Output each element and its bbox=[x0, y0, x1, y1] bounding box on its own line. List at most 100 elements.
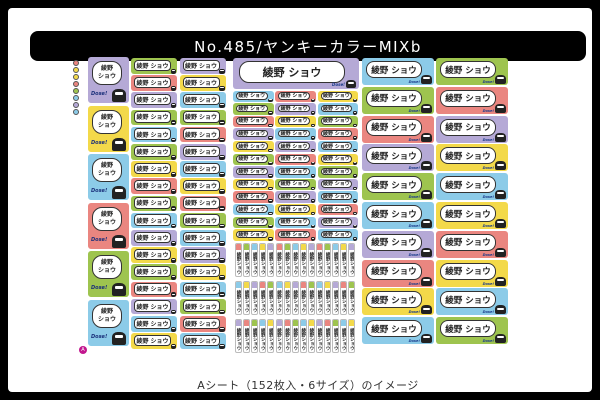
color-cap bbox=[308, 244, 314, 250]
name-label-small: 綾野 ショウ bbox=[275, 203, 316, 216]
name-label-vertical: 綾野ショウ bbox=[340, 281, 348, 315]
vertical-name-text: 綾野ショウ bbox=[308, 252, 314, 275]
character-icon bbox=[353, 123, 358, 128]
name-bubble: 綾野 ショウ bbox=[92, 255, 122, 279]
name-bubble: 綾野 ショウ bbox=[320, 117, 353, 125]
name-label-small: 綾野 ショウ bbox=[179, 58, 226, 74]
vertical-name-text: 綾野ショウ bbox=[349, 328, 355, 351]
name-bubble: 綾野 ショウ bbox=[440, 61, 496, 78]
vertical-name-text: 綾野ショウ bbox=[325, 252, 331, 275]
deco-text: Dose! bbox=[482, 80, 494, 84]
character-icon bbox=[353, 199, 358, 203]
deco-text: Dose! bbox=[91, 333, 108, 340]
character-icon bbox=[495, 190, 506, 200]
name-bubble: 綾野 ショウ bbox=[236, 205, 268, 213]
name-label-small: 綾野 ショウ bbox=[275, 103, 316, 115]
character-icon bbox=[170, 154, 176, 160]
character-icon bbox=[268, 199, 273, 203]
character-icon bbox=[112, 234, 126, 248]
name-label-small: 綾野 ショウ bbox=[317, 166, 359, 178]
name-bubble: 綾野 ショウ bbox=[440, 262, 496, 280]
name-bubble: 綾野 ショウ bbox=[134, 111, 171, 123]
name-line-2: ショウ bbox=[97, 315, 116, 323]
name-label-small: 綾野 ショウ bbox=[233, 229, 274, 241]
character-icon bbox=[268, 237, 273, 241]
character-icon bbox=[310, 237, 315, 241]
name-label-vertical: 綾野ショウ bbox=[251, 281, 259, 315]
vertical-name-text: 綾野ショウ bbox=[244, 328, 250, 351]
name-bubble: 綾野 ショウ bbox=[278, 129, 310, 138]
name-label-vertical: 綾野ショウ bbox=[243, 243, 251, 277]
name-bubble: 綾野 ショウ bbox=[440, 233, 496, 251]
name-bubble: 綾野 ショウ bbox=[278, 167, 310, 176]
vertical-name-text: 綾野ショウ bbox=[325, 290, 331, 313]
name-label-small: 綾野 ショウ bbox=[179, 298, 226, 315]
vertical-name-text: 綾野ショウ bbox=[260, 290, 266, 313]
name-bubble: 綾野 ショウ bbox=[278, 230, 310, 239]
name-bubble: 綾野 ショウ bbox=[320, 142, 353, 150]
deco-text: Dose! bbox=[91, 285, 108, 291]
vertical-name-text: 綾野ショウ bbox=[236, 290, 241, 313]
character-icon bbox=[268, 123, 273, 128]
character-icon bbox=[310, 136, 315, 140]
name-bubble: 綾野 ショウ bbox=[134, 93, 171, 106]
name-label-vertical: 綾野ショウ bbox=[291, 319, 299, 353]
character-icon bbox=[112, 89, 126, 102]
color-cap bbox=[300, 282, 306, 288]
vertical-name-text: 綾野ショウ bbox=[284, 290, 290, 313]
character-icon bbox=[421, 75, 432, 84]
name-label-vertical: 綾野ショウ bbox=[316, 281, 323, 315]
name-label-small: 綾野 ショウ bbox=[179, 264, 226, 280]
name-label-vertical: 綾野ショウ bbox=[275, 319, 283, 353]
name-label-small: 綾野 ショウ bbox=[317, 128, 359, 140]
name-label-vertical: 綾野ショウ bbox=[275, 281, 283, 315]
character-icon bbox=[219, 344, 225, 349]
character-icon bbox=[170, 68, 176, 74]
name-bubble: 綾野 ショウ bbox=[278, 142, 310, 150]
character-icon bbox=[353, 224, 358, 228]
character-icon bbox=[219, 240, 225, 246]
color-cap bbox=[341, 244, 347, 250]
color-cap bbox=[317, 244, 322, 250]
character-icon bbox=[219, 223, 225, 229]
name-bubble: 綾野 ショウ bbox=[182, 59, 220, 71]
character-icon bbox=[219, 103, 225, 108]
name-label-vertical: 綾野ショウ bbox=[307, 281, 315, 315]
character-icon bbox=[170, 326, 176, 332]
name-bubble: 綾野 ショウ bbox=[134, 265, 171, 278]
name-bubble: 綾野 ショウ bbox=[236, 230, 268, 239]
vertical-name-text: 綾野ショウ bbox=[284, 328, 290, 351]
name-bubble: 綾野 ショウ bbox=[366, 147, 422, 165]
character-icon bbox=[310, 199, 315, 203]
name-label-medium: 綾野 ショウ Dose! bbox=[436, 173, 508, 201]
vertical-name-text: 綾野ショウ bbox=[325, 328, 331, 351]
character-icon bbox=[268, 174, 273, 178]
deco-text: Dose! bbox=[482, 195, 494, 200]
name-label-small: 綾野 ショウ bbox=[131, 75, 177, 91]
vertical-name-text: 綾野ショウ bbox=[292, 328, 298, 351]
vertical-name-text: 綾野ショウ bbox=[308, 328, 314, 351]
character-icon bbox=[219, 120, 225, 126]
name-bubble: 綾野 ショウ bbox=[92, 206, 122, 231]
color-dot-icon bbox=[73, 109, 79, 115]
name-label-small: 綾野 ショウ bbox=[275, 153, 316, 165]
deco-text: Dose! bbox=[91, 139, 108, 146]
name-bubble: 綾野 ショウ bbox=[182, 128, 220, 140]
name-label-vertical: 綾野ショウ bbox=[267, 319, 275, 353]
name-bubble: 綾野 ショウ bbox=[182, 265, 220, 278]
name-label-small: 綾野 ショウ bbox=[233, 216, 274, 228]
character-icon bbox=[112, 137, 126, 151]
name-line-2: ショウ bbox=[97, 73, 116, 80]
color-dot-icon bbox=[73, 88, 79, 94]
name-bubble: 綾野 ショウ bbox=[320, 230, 353, 239]
name-label-medium: 綾野 ショウ Dose! bbox=[362, 144, 434, 172]
name-label-small: 綾野 ショウ bbox=[131, 333, 177, 349]
color-cap bbox=[252, 282, 258, 288]
name-label-small: 綾野 ショウ bbox=[179, 75, 226, 91]
name-label-medium: 綾野 ショウ Dose! bbox=[362, 259, 434, 287]
name-bubble: 綾野 ショウ bbox=[366, 61, 422, 78]
deco-text: Dose! bbox=[332, 82, 345, 87]
character-icon bbox=[353, 148, 358, 153]
name-label-medium: 綾野 ショウ Dose! bbox=[436, 144, 508, 172]
name-label-small: 綾野 ショウ bbox=[131, 212, 177, 229]
